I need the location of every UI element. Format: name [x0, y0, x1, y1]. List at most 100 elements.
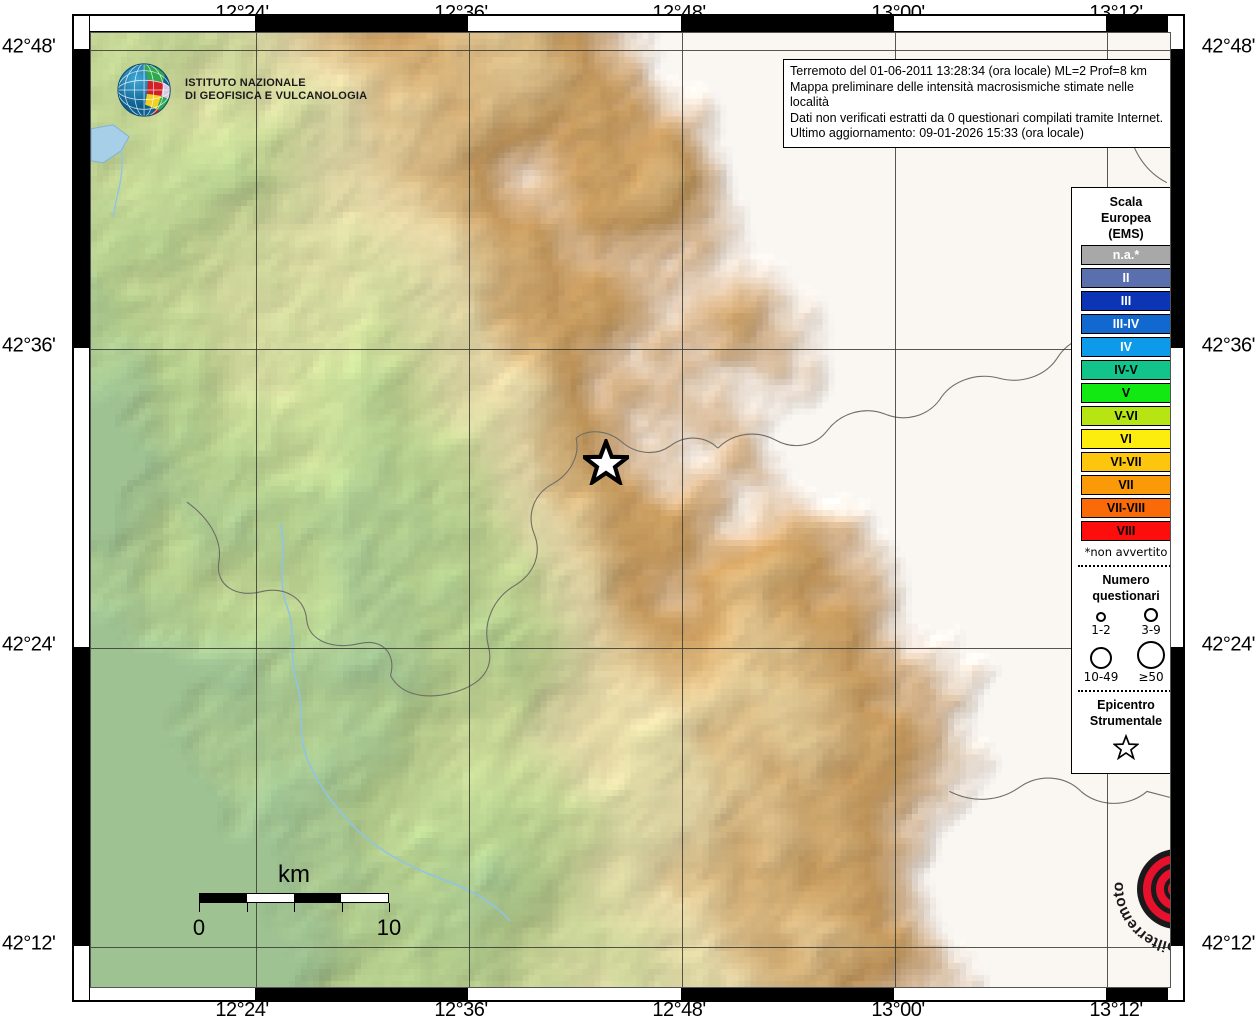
svg-text:.it: .it [1167, 816, 1171, 834]
legend-divider [1078, 565, 1170, 567]
legend-title-line-2: (EMS) [1108, 227, 1144, 241]
questionnaire-size-row: 1-2 3-9 [1076, 608, 1170, 637]
admin-boundary [575, 431, 719, 453]
axis-label-left-3: 42°12' [2, 932, 56, 955]
scale-bar-numbers: 0 10 [193, 915, 401, 941]
legend-swatch-iv: IV [1081, 337, 1170, 357]
map-border-band-top [74, 16, 1183, 32]
admin-boundary [938, 358, 1058, 401]
questionnaire-size-label: 3-9 [1141, 623, 1161, 637]
axis-label-left-2: 42°24' [2, 633, 56, 656]
terrain-raster [91, 33, 1170, 987]
ingv-logo-text: ISTITUTO NAZIONALE DI GEOFISICA E VULCAN… [185, 77, 367, 103]
border-tick-segment [1106, 16, 1171, 31]
admin-boundary [186, 501, 393, 676]
legend-star-icon [1112, 733, 1140, 761]
questionnaire-size-label: ≥50 [1138, 670, 1164, 684]
legend-swatch-v-vi: V-VI [1081, 406, 1170, 426]
questionnaire-size-12: 1-2 [1076, 612, 1126, 637]
axis-label-right-1: 42°36' [1201, 334, 1256, 357]
terrain-canvas [91, 33, 1170, 987]
scale-bar-label-0: 0 [192, 915, 206, 940]
legend-swatch-viii: VIII [1081, 521, 1170, 541]
map-frame[interactable]: ISTITUTO NAZIONALE DI GEOFISICA E VULCAN… [72, 14, 1185, 1002]
water-body [91, 124, 130, 164]
river-line [279, 523, 511, 922]
legend-swatch-iii-iv: III-IV [1081, 314, 1170, 334]
border-tick-segment [681, 986, 894, 1001]
map-border-band-bottom [74, 984, 1183, 1001]
legend-swatch-vi-vii: VI-VII [1081, 452, 1170, 472]
questionnaire-circle-icon [1090, 647, 1112, 669]
info-line-2: Dati non verificati estratti da 0 questi… [790, 110, 1164, 125]
axis-label-right-2: 42°24' [1201, 633, 1256, 656]
border-tick-segment [255, 16, 468, 31]
ingv-name-line2: DI GEOFISICA E VULCANOLOGIA [185, 90, 368, 102]
legend-swatch-vi: VI [1081, 429, 1170, 449]
map-canvas[interactable]: ISTITUTO NAZIONALE DI GEOFISICA E VULCAN… [90, 32, 1171, 988]
hsit-watermark[interactable]: ? haisentitoilterremoto .it www. [1105, 811, 1170, 956]
axis-label-bottom-0: 12°24' [215, 999, 269, 1021]
questionnaire-size-row: 10-49 ≥50 [1076, 641, 1170, 684]
questionnaire-size-50: ≥50 [1126, 641, 1170, 684]
admin-boundary [717, 429, 829, 449]
legend-swatch-iv-v: IV-V [1081, 360, 1170, 380]
epicenter-star-icon[interactable] [583, 439, 629, 485]
legend-swatch-iii: III [1081, 291, 1170, 311]
admin-boundary [390, 645, 491, 697]
map-vector-overlay [91, 124, 1170, 922]
axis-label-bottom-2: 12°48' [652, 999, 706, 1021]
legend-swatch-ii: II [1081, 268, 1170, 288]
legend-swatch-vii: VII [1081, 475, 1170, 495]
questionnaire-size-39: 3-9 [1126, 608, 1170, 637]
scale-bar-label-1: 10 [376, 915, 402, 940]
legend-swatch-v: V [1081, 383, 1170, 403]
grid-line-horizontal [91, 648, 1170, 649]
questionnaire-circle-icon [1137, 641, 1165, 669]
axis-label-left-0: 42°48' [2, 35, 56, 58]
legend-swatch-vii-viii: VII-VIII [1081, 498, 1170, 518]
grid-line-vertical [469, 33, 470, 987]
questionnaire-circle-icon [1144, 608, 1158, 622]
grid-line-horizontal [91, 947, 1170, 948]
grid-line-vertical [895, 33, 896, 987]
border-tick-segment [255, 986, 468, 1001]
grid-line-horizontal [91, 349, 1170, 350]
axis-label-right-0: 42°48' [1201, 35, 1256, 58]
legend-divider [1078, 690, 1170, 692]
questionnaires-title-line-1: questionari [1092, 589, 1160, 603]
legend-title: Scala Europea (EMS) [1076, 194, 1170, 242]
info-line-0: Terremoto del 01-06-2011 13:28:34 (ora l… [790, 64, 1147, 78]
legend-title-line-1: Europea [1100, 211, 1151, 225]
admin-boundary [486, 533, 538, 646]
scale-bar-graphic [199, 893, 389, 903]
info-line-3: Ultimo aggiornamento: 09-01-2026 15:33 (… [790, 126, 1084, 140]
admin-boundary [827, 399, 940, 431]
questionnaire-size-label: 10-49 [1083, 670, 1119, 684]
scale-bar-unit: km [278, 861, 310, 888]
border-tick-segment [681, 16, 894, 31]
axis-label-left-1: 42°36' [2, 334, 56, 357]
border-tick-segment [1106, 986, 1171, 1001]
grid-line-horizontal [91, 50, 1170, 51]
legend-footnote: *non avvertito [1084, 545, 1168, 559]
ingv-name-line1: ISTITUTO NAZIONALE [185, 77, 306, 89]
questionnaire-circle-icon [1096, 612, 1106, 622]
questionnaire-size-1049: 10-49 [1076, 647, 1126, 684]
earthquake-info-box: Terremoto del 01-06-2011 13:28:34 (ora l… [783, 59, 1170, 148]
admin-boundary [1080, 790, 1170, 804]
border-tick-segment [1169, 647, 1184, 946]
info-line-1: Mappa preliminare delle intensità macros… [790, 79, 1134, 110]
legend-title-line-0: Scala [1109, 195, 1143, 209]
legend-questionnaire-sizes: 1-2 3-9 10-49 ≥50 [1076, 608, 1170, 684]
axis-label-bottom-3: 13°00' [871, 999, 925, 1021]
legend-panel[interactable]: Scala Europea (EMS) n.a.* II III III-IV IV IV… [1071, 187, 1170, 774]
axis-label-right-3: 42°12' [1201, 932, 1256, 955]
hsit-target-icon: ? haisentitoilterremoto .it www. [1110, 816, 1171, 956]
river-line [112, 150, 123, 217]
legend-swatch-n-a-: n.a.* [1081, 245, 1170, 265]
ingv-globe-icon [117, 63, 171, 117]
legend-epicenter-title: Epicentro Strumentale [1076, 697, 1170, 729]
map-border-band-left [74, 16, 90, 1000]
border-tick-segment [74, 49, 89, 348]
